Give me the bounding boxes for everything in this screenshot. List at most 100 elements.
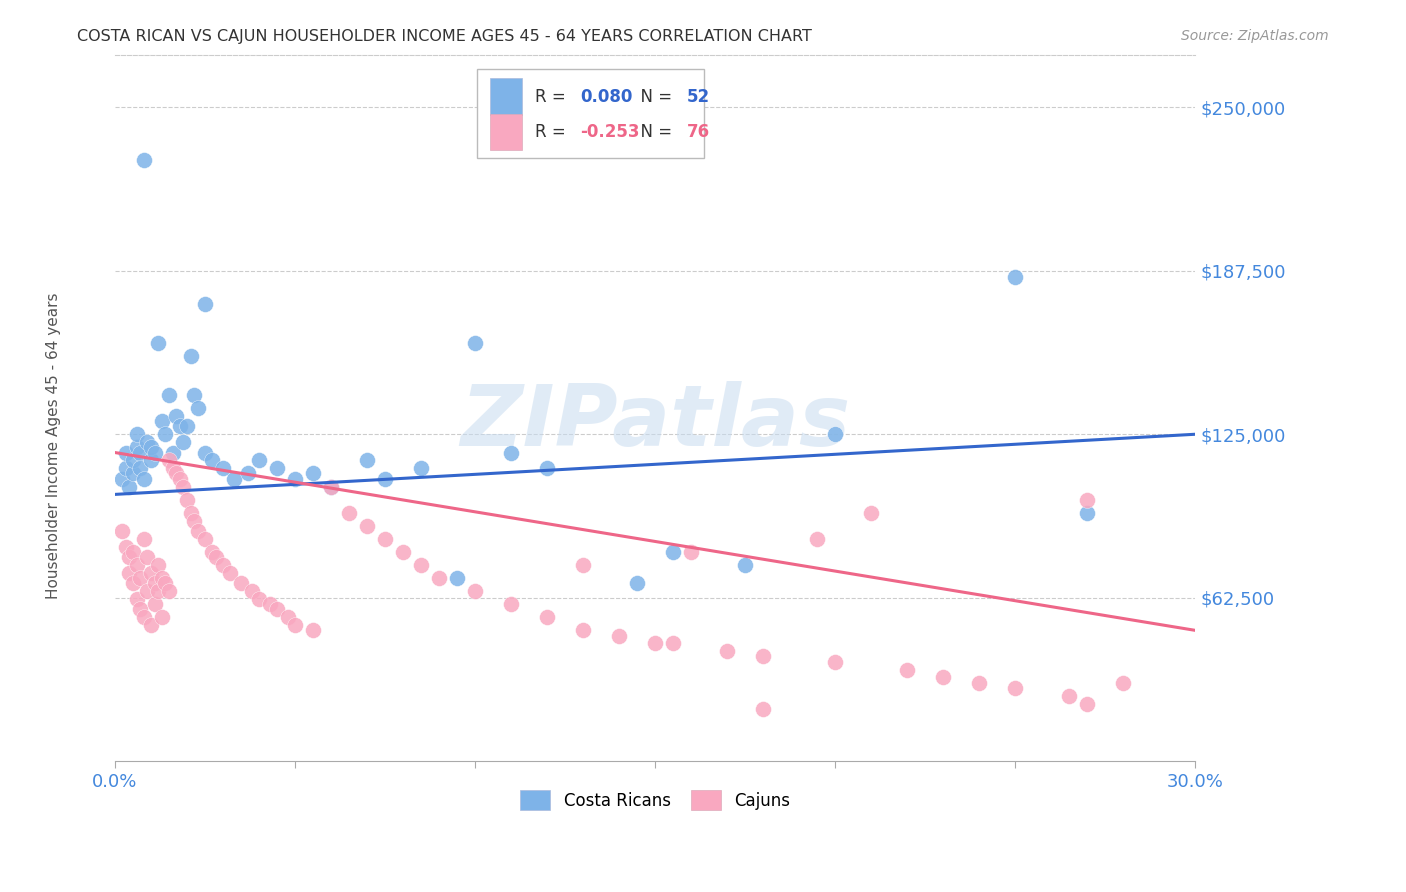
Text: Source: ZipAtlas.com: Source: ZipAtlas.com — [1181, 29, 1329, 43]
Point — [266, 461, 288, 475]
Point — [194, 296, 217, 310]
Point — [464, 335, 486, 350]
Point — [122, 576, 145, 591]
Point — [337, 506, 360, 520]
Point — [219, 566, 242, 580]
Point — [118, 479, 141, 493]
Point — [536, 610, 558, 624]
Point — [392, 545, 415, 559]
FancyBboxPatch shape — [489, 114, 522, 151]
Text: ZIPatlas: ZIPatlas — [460, 381, 851, 464]
Point — [607, 629, 630, 643]
Point — [536, 461, 558, 475]
Point — [716, 644, 738, 658]
Point — [1076, 697, 1098, 711]
Point — [125, 558, 148, 572]
Point — [114, 461, 136, 475]
Point — [205, 550, 228, 565]
Point — [157, 388, 180, 402]
Text: N =: N = — [630, 123, 678, 141]
Point — [114, 540, 136, 554]
Point — [277, 610, 299, 624]
Point — [148, 558, 170, 572]
Point — [734, 558, 756, 572]
Point — [157, 453, 180, 467]
Point — [155, 576, 177, 591]
Point — [824, 427, 846, 442]
Point — [114, 445, 136, 459]
Text: R =: R = — [536, 123, 571, 141]
Point — [132, 610, 155, 624]
Point — [499, 597, 522, 611]
Point — [896, 663, 918, 677]
Point — [302, 467, 325, 481]
Point — [148, 335, 170, 350]
Point — [169, 419, 191, 434]
Point — [824, 655, 846, 669]
Text: 0.080: 0.080 — [581, 87, 633, 106]
Point — [409, 558, 432, 572]
Point — [626, 576, 648, 591]
Point — [165, 409, 187, 423]
Point — [464, 584, 486, 599]
Point — [136, 435, 159, 450]
Point — [122, 467, 145, 481]
Point — [169, 472, 191, 486]
Point — [132, 532, 155, 546]
Point — [1004, 270, 1026, 285]
Point — [1076, 492, 1098, 507]
Point — [446, 571, 468, 585]
Point — [162, 461, 184, 475]
Point — [247, 453, 270, 467]
Point — [662, 545, 685, 559]
Point — [247, 591, 270, 606]
Point — [374, 532, 396, 546]
Text: -0.253: -0.253 — [581, 123, 640, 141]
Point — [143, 445, 166, 459]
Point — [356, 518, 378, 533]
Point — [176, 492, 198, 507]
Point — [148, 584, 170, 599]
Point — [139, 566, 162, 580]
Point — [662, 636, 685, 650]
Point — [125, 440, 148, 454]
Point — [212, 558, 235, 572]
Point — [150, 414, 173, 428]
Point — [143, 597, 166, 611]
Point — [187, 401, 209, 416]
Point — [752, 702, 775, 716]
Point — [165, 467, 187, 481]
Point — [180, 349, 202, 363]
Point — [183, 388, 205, 402]
Point — [150, 610, 173, 624]
Point — [176, 419, 198, 434]
Point — [201, 545, 224, 559]
Point — [125, 591, 148, 606]
Point — [1004, 681, 1026, 695]
Point — [183, 514, 205, 528]
Point — [132, 153, 155, 167]
Point — [157, 584, 180, 599]
Point — [180, 506, 202, 520]
FancyBboxPatch shape — [489, 78, 522, 115]
Point — [932, 670, 955, 684]
Point — [122, 545, 145, 559]
Point — [212, 461, 235, 475]
Point — [222, 472, 245, 486]
Point — [1076, 506, 1098, 520]
Point — [681, 545, 703, 559]
Point — [266, 602, 288, 616]
Point — [118, 566, 141, 580]
Point — [139, 453, 162, 467]
Point — [129, 461, 152, 475]
Text: R =: R = — [536, 87, 571, 106]
Point — [118, 550, 141, 565]
Point — [132, 472, 155, 486]
Point — [125, 427, 148, 442]
Point — [194, 532, 217, 546]
Point — [860, 506, 883, 520]
Point — [259, 597, 281, 611]
Point — [111, 524, 134, 538]
Point — [752, 649, 775, 664]
Point — [238, 467, 260, 481]
